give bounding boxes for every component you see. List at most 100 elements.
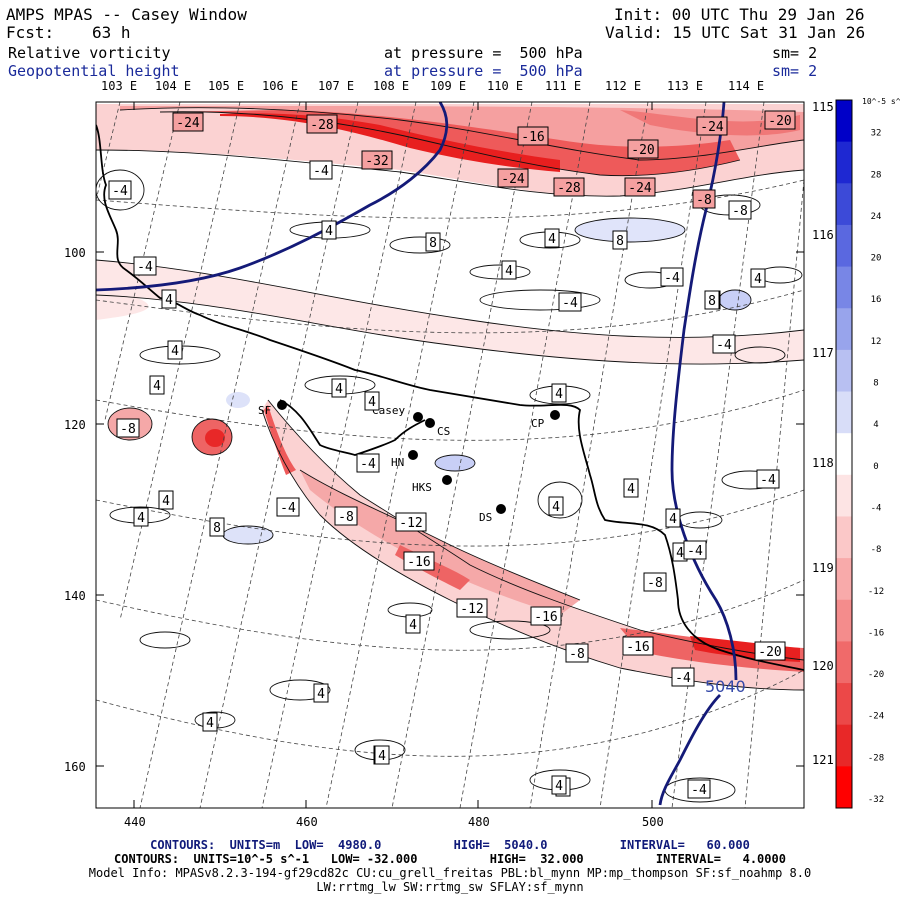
y-tick-label: 100 (64, 246, 86, 260)
contour-label-text: 4 (409, 618, 417, 633)
contour-label-text: -4 (675, 671, 691, 686)
axis-ticks (96, 102, 804, 808)
vort-blob (205, 429, 225, 447)
contour-label-text: 4 (552, 500, 560, 515)
contour-label: -4 (671, 667, 695, 687)
contour-label-text: -12 (460, 602, 483, 617)
y-tick-label: 160 (64, 760, 86, 774)
colorbar-tick-label: 16 (871, 295, 882, 305)
contour-label: -12 (456, 598, 488, 618)
colorbar-tick-label: -16 (868, 628, 884, 638)
y-tick-label: 120 (64, 418, 86, 432)
colorbar-tick-label: 0 (873, 462, 878, 472)
station-label-ds: DS (479, 511, 492, 524)
contour-label-text: 4 (754, 272, 762, 287)
contour-label: -8 (116, 418, 140, 438)
contour-label-text: -16 (521, 130, 544, 145)
contour-label: 4 (544, 228, 560, 248)
contour-label: 4 (167, 340, 183, 360)
field1-name: Relative vorticity (8, 44, 171, 62)
contour-label: -8 (334, 506, 358, 526)
contour-label: 4 (623, 478, 639, 498)
contour-label: -4 (687, 779, 711, 799)
station-marker-ds (496, 504, 506, 514)
contour-label: 4 (161, 289, 177, 309)
contour-label-text: -16 (534, 610, 557, 625)
colorbar-swatch (836, 141, 852, 184)
colorbar-frame (835, 99, 853, 809)
contour-label: -24 (172, 112, 204, 132)
colorbar-swatch (836, 641, 852, 684)
footer-vorticity-contours: CONTOURS: UNITS=10^-5 s^-1 LOW= -32.000 … (114, 852, 786, 866)
station-label-cp: CP (531, 417, 545, 430)
contour-label-text: 4 (153, 379, 161, 394)
forecast-hour: 63 h (92, 23, 131, 42)
contour-label-text: -4 (664, 271, 680, 286)
contour-label: -24 (497, 168, 529, 188)
lon-label: 104 E (155, 79, 191, 93)
contour-label: 4 (551, 383, 567, 403)
field1-smoothing: sm= 2 (772, 44, 818, 62)
contour-label-text: 4 (165, 293, 173, 308)
contour-label-text: 4 (669, 512, 677, 527)
contour-label: -16 (530, 606, 562, 626)
contour-label-text: 4 (206, 716, 214, 731)
lon-label: 114 E (728, 79, 764, 93)
colorbar-swatch (836, 474, 852, 517)
contour-label: -16 (517, 126, 549, 146)
contour-label: 4 (364, 391, 380, 411)
contour-label: -4 (660, 267, 684, 287)
contour-label: 4 (374, 745, 390, 765)
field2-smoothing: sm= 2 (772, 62, 818, 80)
contour-label-text: 4 (137, 511, 145, 526)
contour-label-text: -28 (310, 118, 333, 133)
colorbar-tick-label: 12 (871, 337, 882, 347)
height-contour-label: 5040 (705, 677, 746, 696)
contour-label-text: 4 (162, 494, 170, 509)
contour-label: -20 (764, 110, 796, 130)
station-label-hks: HKS (412, 481, 432, 494)
lon-label: 106 E (262, 79, 298, 93)
contour-label-text: -28 (557, 181, 580, 196)
lon-label: 112 E (605, 79, 641, 93)
x-tick-label: 500 (642, 815, 664, 829)
footer-physics-info: LW:rrtmg_lw SW:rrtmg_sw SFLAY:sf_mynn (316, 880, 584, 894)
contour-label: -4 (712, 334, 736, 354)
contour-label-text: -24 (628, 181, 652, 196)
vorticity-contours (96, 107, 804, 803)
colorbar-swatch (836, 724, 852, 767)
colorbar-tick-label: 28 (871, 170, 882, 180)
colorbar-tick-label: -24 (868, 712, 884, 722)
contour-label: -24 (624, 177, 656, 197)
contour-labels: -24 -28-32-16-20-24 -20-24-28 -24-8-4-8-448… (108, 110, 796, 799)
contour-label-text: -4 (760, 473, 776, 488)
lon-label: 103 E (101, 79, 137, 93)
init-time: Init: 00 UTC Thu 29 Jan 26 (614, 5, 865, 24)
colorbar-swatch (836, 266, 852, 309)
colorbar-swatch (836, 433, 852, 476)
station-marker-casey (413, 412, 423, 422)
contour-label-text: -32 (365, 154, 388, 169)
contour-label-text: 4 (676, 546, 684, 561)
contour-label: -4 (133, 256, 157, 276)
contour-label-text: -4 (360, 457, 376, 472)
contour-label-text: -8 (120, 422, 136, 437)
lon-label: 108 E (373, 79, 409, 93)
contour-label-text: 4 (325, 224, 333, 239)
contour-label-text: -8 (732, 204, 748, 219)
contour-label-text: 8 (429, 236, 437, 251)
contour-label: -24 (696, 116, 728, 136)
contour-label: 4 (548, 496, 564, 516)
contour-label: -28 (553, 177, 585, 197)
contour-label-text: -20 (768, 114, 791, 129)
colorbar-tick-label: -12 (868, 587, 884, 597)
contour-label: -16 (403, 551, 435, 571)
contour-label: 8 (704, 290, 720, 310)
contour-label-text: -4 (112, 184, 128, 199)
contour-label: -4 (356, 453, 380, 473)
contour-label-text: -4 (313, 164, 329, 179)
contour-label: -4 (309, 160, 333, 180)
colorbar-swatch (836, 349, 852, 393)
contour-label-text: -8 (696, 193, 712, 208)
colorbar-unit: 10^-5 s^-1 (862, 97, 900, 106)
